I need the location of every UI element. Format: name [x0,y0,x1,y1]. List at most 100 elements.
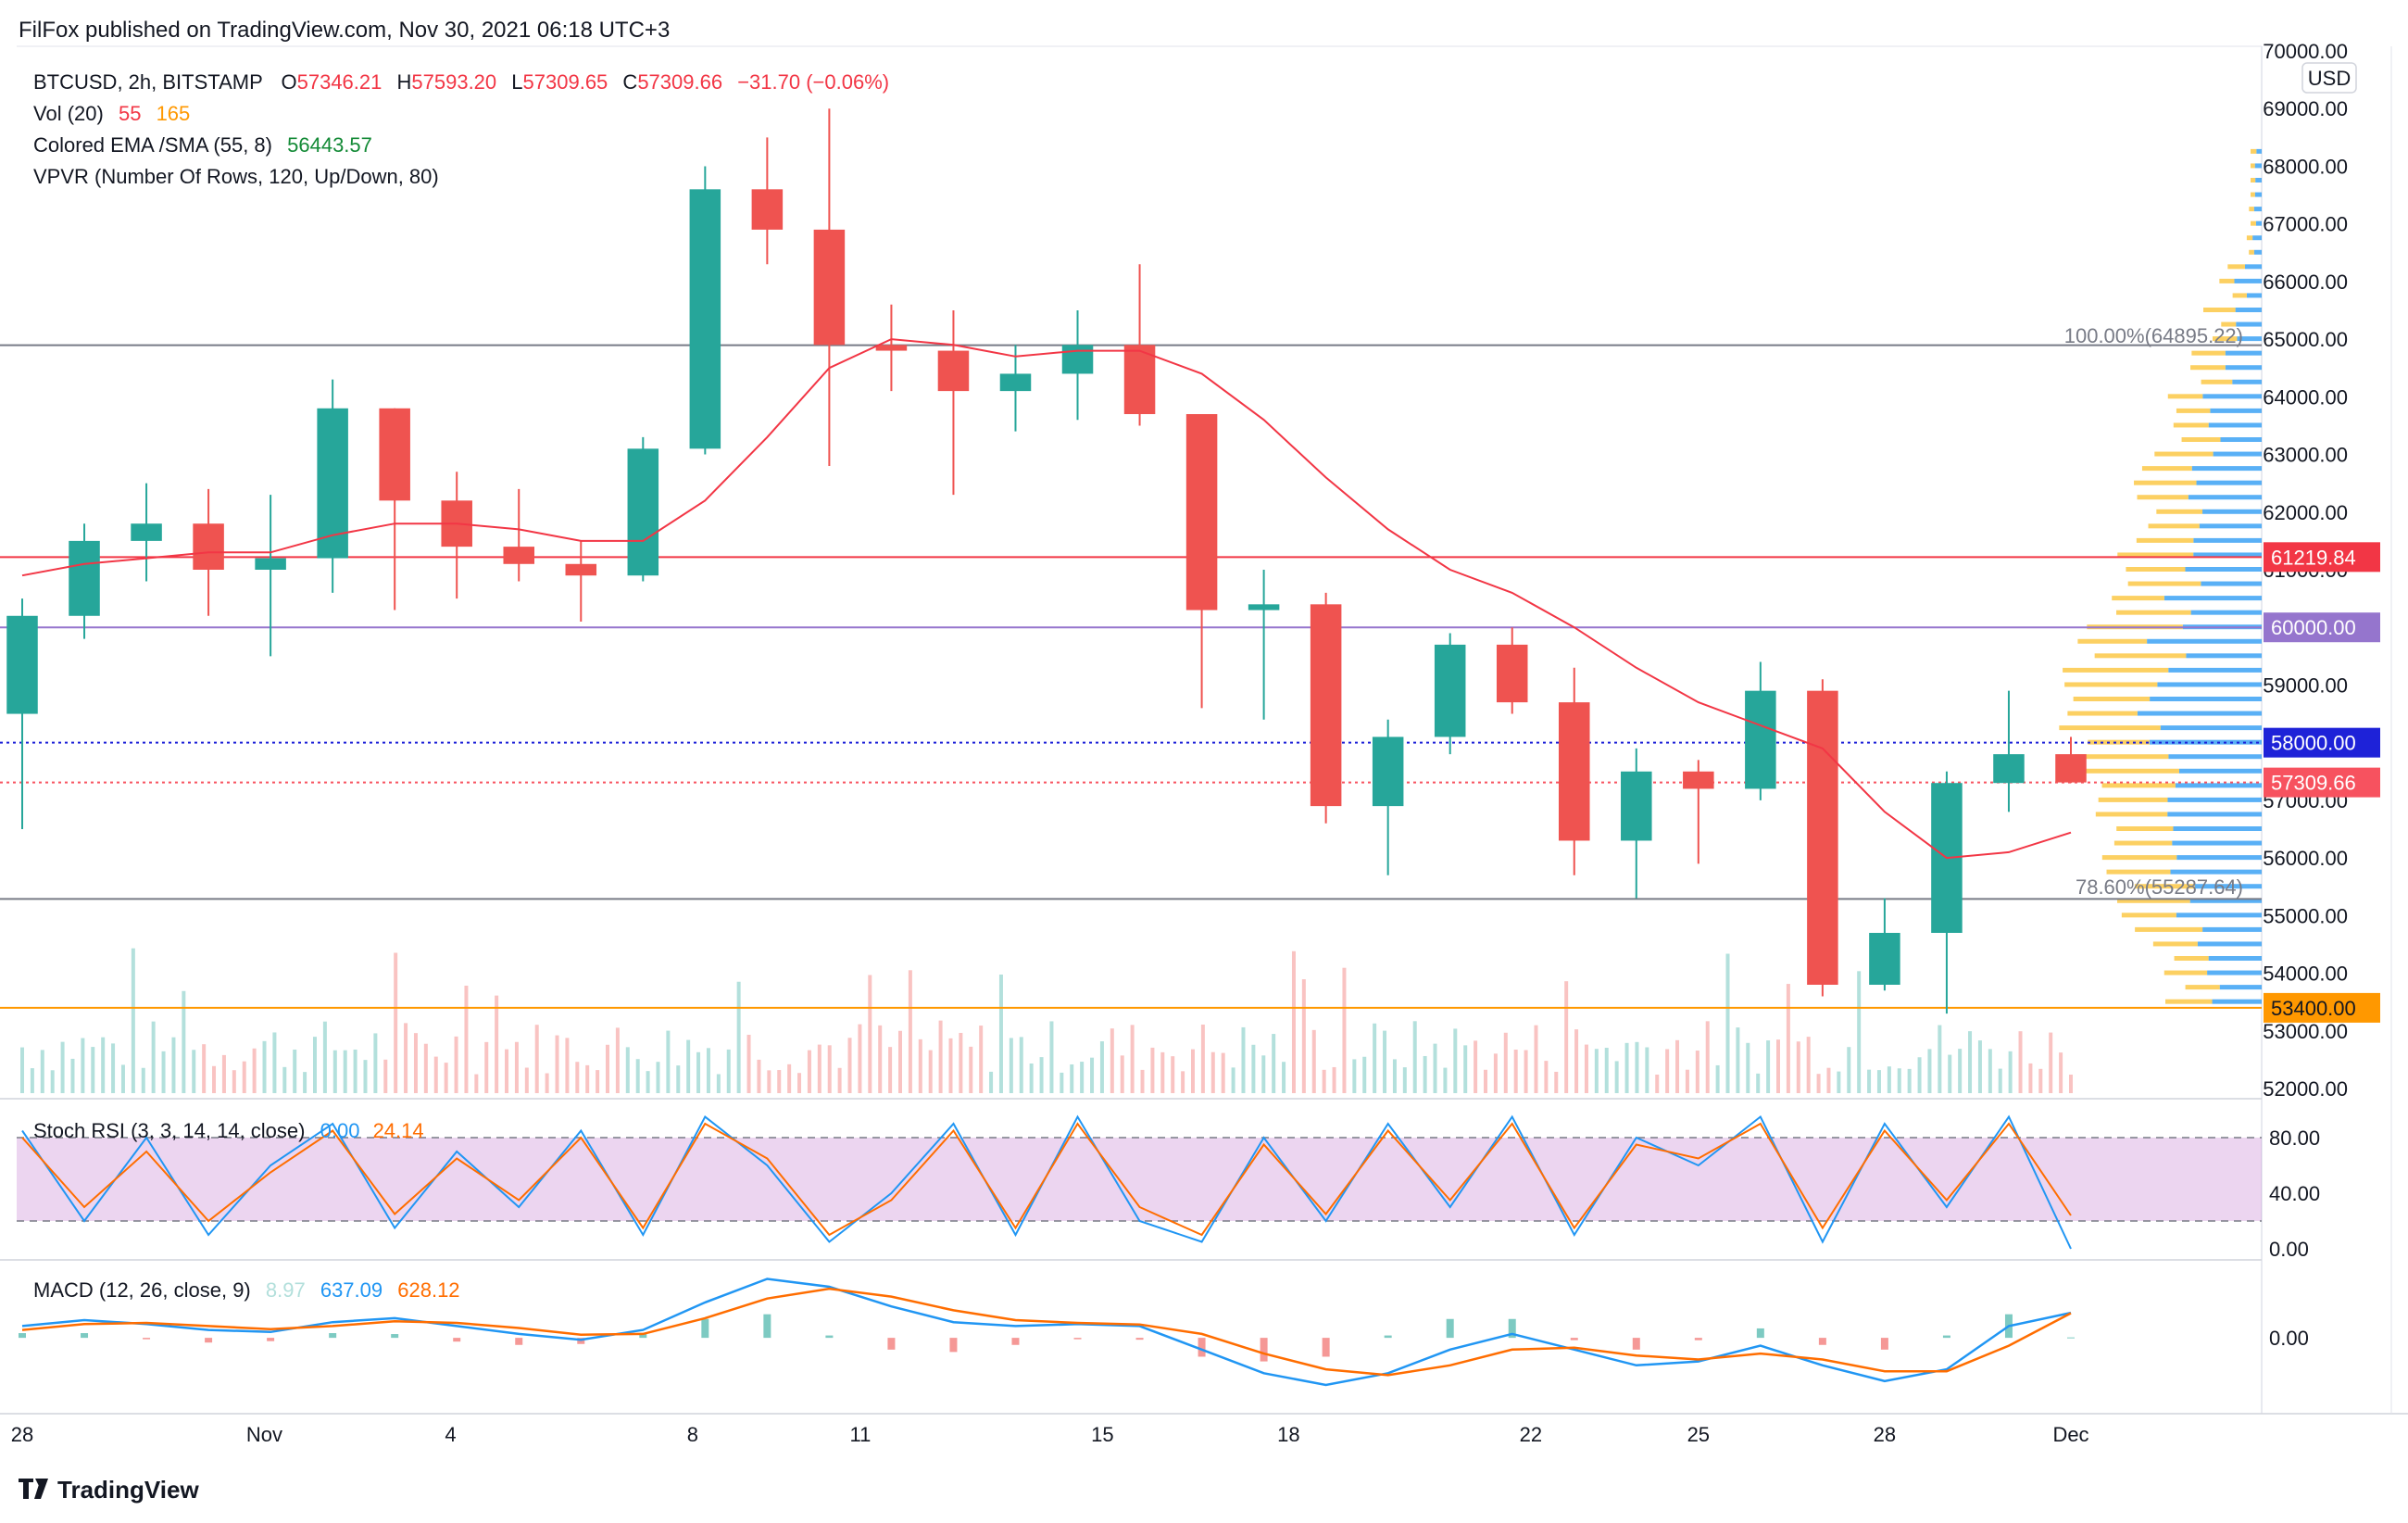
volume-bar [1685,1069,1689,1093]
volume-bar [221,1054,226,1093]
vpvr-down-bar [2246,235,2253,241]
candle-body[interactable] [1185,414,1218,610]
candlesticks[interactable] [6,108,2087,1014]
vpvr-up-bar [2167,797,2262,802]
volume-bar [676,1065,681,1093]
price-axis[interactable]: 70000.00 69000.00 68000.00 67000.00 66000.00… [2263,40,2380,1101]
volume-bar [192,1050,196,1093]
vpvr-up-bar [2157,682,2262,687]
price-tick-label: 63000.00 [2263,444,2348,467]
volume-bar [1746,1042,1750,1093]
candle-body[interactable] [627,448,659,576]
volume-bar [433,1056,438,1093]
candle-body[interactable] [1559,702,1590,841]
candle-body[interactable] [1372,736,1404,807]
price-label-badge: 57309.66 [2264,767,2380,798]
volume-bar [1090,1057,1095,1093]
volume-bar [383,1059,388,1093]
volume-bar [252,1048,257,1093]
volume-bar [1564,981,1569,1093]
vpvr-up-bar [2253,207,2262,212]
candle-body[interactable] [1248,604,1280,610]
candle-body[interactable] [131,523,162,541]
vpvr-down-bar [2219,278,2235,283]
vpvr-up-bar [2225,350,2262,356]
candle-body[interactable] [6,615,38,714]
volume-bar [212,1065,217,1093]
candle-body[interactable] [937,350,970,392]
candle-body[interactable] [193,523,224,570]
candle-body[interactable] [2055,754,2087,783]
volume-bar [1645,1047,1649,1093]
currency-badge-box[interactable] [2301,62,2357,94]
volume-bar [2049,1032,2053,1093]
macd-histogram-bar [143,1338,151,1340]
volume-bar [858,1024,862,1093]
volume-bar [998,974,1003,1093]
candle-body[interactable] [751,189,784,230]
vpvr-down-bar [2112,596,2164,601]
vpvr-up-bar [2225,365,2262,371]
candle-body[interactable] [1496,644,1528,703]
candle-body[interactable] [379,408,410,501]
volume-bar [787,1064,792,1093]
candle-body[interactable] [1123,345,1156,414]
vpvr-down-bar [2251,192,2255,197]
candle-body[interactable] [1310,604,1342,807]
volume-bar [726,1049,731,1093]
vpvr-down-bar [2134,480,2197,485]
vpvr-down-bar [2203,308,2236,312]
volume-bar [1503,1032,1508,1093]
candle-body[interactable] [689,189,721,449]
candle-body[interactable] [875,345,908,351]
volume-bar [1261,1055,1266,1093]
candle-body[interactable] [1434,644,1466,737]
candle-body[interactable] [999,373,1032,392]
volume-bar [565,1038,570,1093]
candle-body[interactable] [565,563,597,576]
volume-bar [837,1067,842,1093]
legend-h-value: 57593.20 [411,70,496,94]
vpvr-down-bar [2117,898,2190,903]
volume-bar [171,1037,176,1093]
vpvr-up-bar [2253,249,2262,255]
volume-bar [1544,1061,1549,1093]
vpvr-up-bar [2170,869,2262,875]
volume-bar [908,970,912,1093]
volume-bar [746,1034,751,1093]
candle-body[interactable] [1061,345,1094,374]
candle-body[interactable] [1807,690,1838,985]
candle-body[interactable] [503,547,534,564]
candle-body[interactable] [255,558,286,570]
candle-body[interactable] [813,229,846,346]
vpvr-up-bar [2234,278,2262,283]
vpvr-down-bar [2085,768,2179,774]
legend-vpvr-label: VPVR (Number Of Rows, 120, Up/Down, 80) [33,165,439,188]
volume-bar [948,1038,953,1093]
tradingview-logo[interactable]: TradingView [19,1476,199,1504]
volume-bar [1019,1037,1023,1093]
price-label-badge: 60000.00 [2264,612,2380,643]
volume-bar [1231,1067,1235,1093]
volume-bar [505,1049,509,1093]
time-axis[interactable]: 28 Nov 4 8 11 15 18 22 25 28 Dec [11,1423,2089,1446]
volume-bar [1917,1057,1922,1093]
legend-l-value: 57309.65 [523,70,608,94]
candle-body[interactable] [1993,754,2025,784]
volume-bar [1412,1021,1417,1093]
volume-bar [1423,1055,1427,1093]
candle-body[interactable] [1683,771,1714,789]
candle-body[interactable] [1869,933,1900,985]
vpvr-down-bar [2059,725,2161,731]
volume-bar [938,1020,943,1093]
vpvr-up-bar [2160,725,2262,731]
candle-body[interactable] [1745,690,1776,789]
price-label-text: 61219.84 [2271,546,2356,569]
candle-body[interactable] [69,540,100,616]
volume-bar [1433,1043,1437,1093]
vpvr-up-bar [2246,293,2262,298]
candle-body[interactable] [1621,771,1652,841]
vpvr-up-bar [2210,408,2262,413]
volume-bar [353,1049,357,1093]
